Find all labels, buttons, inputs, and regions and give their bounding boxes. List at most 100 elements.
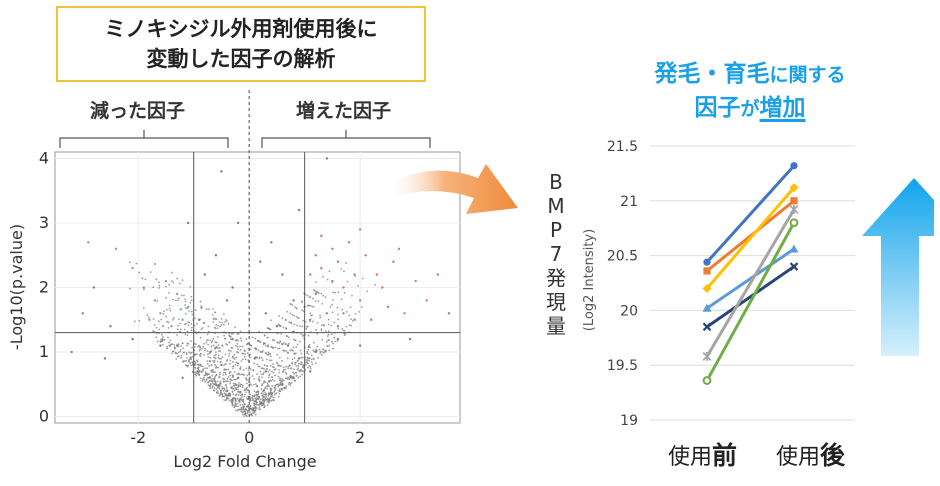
volcano-point (200, 328, 203, 331)
line-marker (790, 162, 798, 170)
volcano-ytick-label: 2 (39, 278, 49, 297)
volcano-point (278, 347, 281, 350)
volcano-point (168, 307, 171, 310)
volcano-point (184, 298, 187, 301)
volcano-point-up (320, 266, 323, 270)
volcano-point (246, 352, 249, 354)
volcano-point (343, 334, 346, 336)
volcano-point (249, 353, 252, 356)
volcano-point (351, 294, 353, 297)
volcano-point (315, 348, 318, 351)
volcano-point (342, 329, 345, 332)
volcano-point (228, 352, 231, 355)
volcano-point (220, 357, 222, 360)
volcano-point (312, 357, 315, 360)
right-title-line2: 因子が増加 (600, 88, 900, 122)
volcano-point-up (364, 254, 367, 257)
volcano-point (235, 400, 237, 402)
volcano-point (301, 366, 304, 369)
volcano-point (206, 333, 209, 336)
volcano-point (308, 359, 311, 362)
volcano-point (256, 385, 259, 388)
volcano-point (235, 339, 238, 342)
volcano-point (243, 349, 246, 352)
volcano-point (223, 337, 226, 340)
volcano-point (204, 347, 207, 350)
volcano-point-up (353, 273, 356, 276)
volcano-point (258, 375, 261, 378)
volcano-point (257, 393, 259, 396)
volcano-point (209, 387, 211, 390)
volcano-point (278, 368, 280, 371)
volcano-point (229, 350, 232, 352)
volcano-point (172, 281, 175, 284)
volcano-point (316, 321, 319, 324)
volcano-point (281, 378, 284, 381)
volcano-point (327, 318, 330, 321)
volcano-point-up (392, 260, 395, 263)
volcano-point (215, 341, 218, 344)
line-ylabel: (Log2 Intensity) (582, 229, 597, 331)
volcano-point (254, 337, 257, 340)
volcano-point (205, 373, 208, 375)
volcano-point (194, 373, 197, 376)
volcano-point (308, 357, 311, 360)
volcano-point (155, 336, 158, 339)
volcano-point (191, 313, 194, 316)
volcano-point-ns (325, 157, 329, 160)
volcano-point (195, 372, 198, 374)
volcano-point (289, 312, 292, 315)
volcano-point (288, 342, 290, 345)
volcano-point (221, 321, 224, 324)
line-series-0 (705, 164, 796, 264)
volcano-point (254, 413, 257, 416)
volcano-point (189, 362, 192, 365)
volcano-point (230, 346, 233, 349)
volcano-point (258, 379, 261, 382)
volcano-point (217, 344, 220, 347)
volcano-point (241, 373, 243, 376)
volcano-point (286, 377, 288, 380)
volcano-point (245, 397, 248, 400)
volcano-point (219, 382, 222, 385)
volcano-point (241, 413, 244, 416)
volcano-point (212, 344, 215, 347)
volcano-point (204, 367, 207, 370)
volcano-point (255, 403, 258, 406)
volcano-point (316, 332, 319, 335)
volcano-point (254, 397, 257, 400)
volcano-point (294, 379, 297, 382)
volcano-point (278, 392, 281, 395)
volcano-point (252, 383, 255, 386)
volcano-point (261, 383, 264, 386)
volcano-point (212, 356, 215, 359)
volcano-point (219, 380, 222, 383)
volcano-point (219, 325, 222, 328)
volcano-point (317, 300, 320, 303)
volcano-point (202, 368, 205, 371)
volcano-point (234, 383, 237, 386)
volcano-point (263, 334, 266, 337)
volcano-point (287, 365, 290, 368)
volcano-point (189, 352, 192, 355)
volcano-point (163, 310, 165, 313)
volcano-point (229, 359, 232, 362)
volcano-point (277, 385, 280, 388)
volcano-point-ns (314, 350, 317, 354)
volcano-point (269, 353, 272, 355)
volcano-point (199, 346, 202, 348)
volcano-point (191, 355, 194, 358)
volcano-point (253, 377, 256, 380)
volcano-point (232, 361, 234, 363)
volcano-point-down (153, 299, 157, 302)
volcano-point (228, 371, 231, 373)
volcano-point-ns (270, 241, 273, 244)
volcano-point (315, 291, 318, 294)
volcano-point (313, 341, 315, 344)
volcano-point (251, 399, 254, 402)
volcano-point (277, 383, 280, 385)
volcano-point-ns (225, 299, 229, 302)
volcano-point-ns (447, 312, 451, 315)
volcano-point-up (320, 234, 323, 238)
volcano-point (191, 346, 194, 349)
